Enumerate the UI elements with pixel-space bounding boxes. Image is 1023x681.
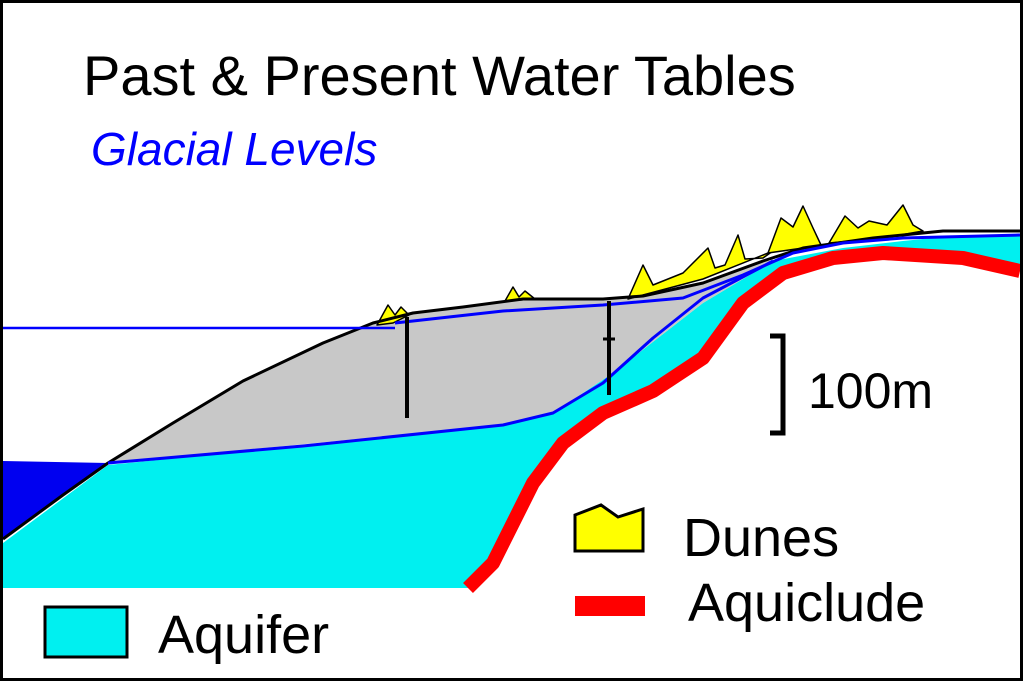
legend-aquifer-label: Aquifer <box>158 605 329 665</box>
diagram-subtitle: Glacial Levels <box>91 123 377 175</box>
legend-aquifer-swatch <box>43 605 129 659</box>
scale-bar-label: 100m <box>808 363 933 419</box>
sediment-layer <box>108 261 773 463</box>
aquiclude-layer <box>463 246 1020 593</box>
legend-dunes-swatch <box>573 503 645 553</box>
scale-bar <box>770 333 786 436</box>
glacial-water-table <box>394 233 1020 325</box>
legend-aquiclude-swatch <box>575 596 645 616</box>
present-water-table <box>107 259 774 465</box>
dune <box>627 234 774 300</box>
aquifer-body <box>3 235 1020 588</box>
cross-section-diagram: 100m Past & Present Water Tables Glacial… <box>3 44 1020 665</box>
legend-dunes-label: Dunes <box>683 508 839 568</box>
diagram-title: Past & Present Water Tables <box>83 44 796 107</box>
dunes-group <box>376 204 924 326</box>
legend-aquiclude-label: Aquiclude <box>688 573 925 633</box>
ground-surface <box>3 229 1020 541</box>
